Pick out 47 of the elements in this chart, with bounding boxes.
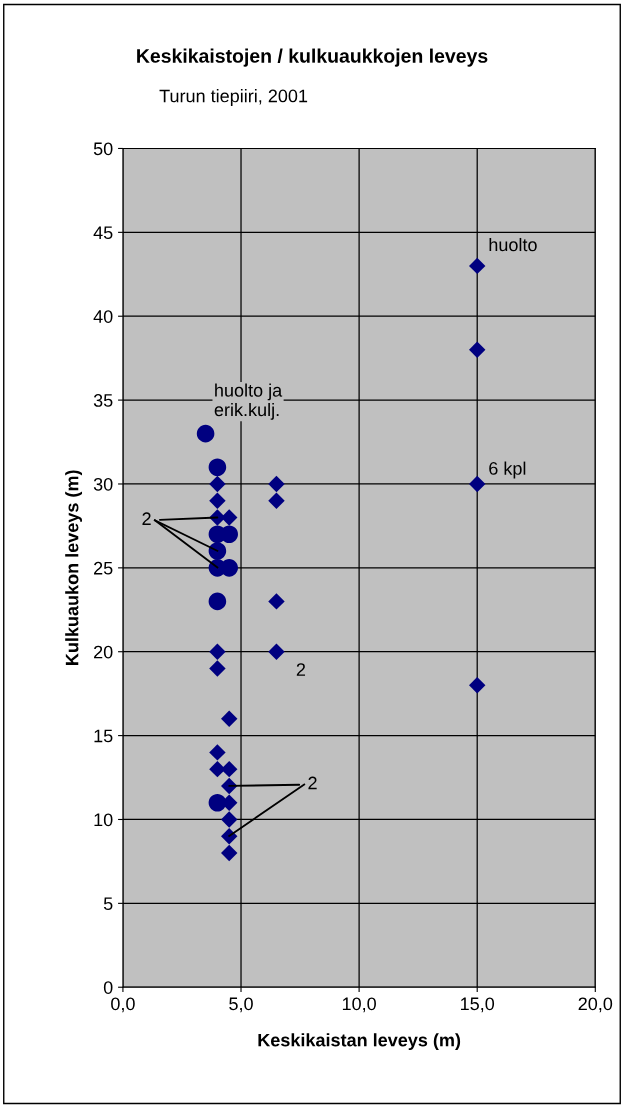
y-tick-label: 20: [94, 645, 113, 659]
point: [209, 492, 226, 509]
point: [468, 257, 486, 275]
point: [268, 492, 285, 509]
point: [220, 811, 238, 828]
point: [209, 660, 226, 677]
point: [268, 593, 285, 610]
point: [468, 341, 486, 358]
y-axis-title: Kulkuaukon leveys (m): [65, 470, 83, 665]
y-tick-label: 30: [93, 477, 113, 491]
annotation: huolto ja erik.kulj.: [214, 383, 283, 420]
x-tick-label: 15,0: [461, 997, 495, 1013]
x-tick-label: 5,0: [229, 997, 253, 1013]
annotation: 2: [308, 776, 317, 790]
point: [220, 844, 238, 862]
y-tick-label: 45: [93, 226, 113, 240]
x-tick-label: 0,0: [111, 997, 135, 1013]
y-tick-label: 10: [94, 813, 113, 827]
point: [268, 475, 285, 493]
point: [468, 677, 486, 694]
point: [209, 475, 226, 493]
annotation: 2: [142, 512, 151, 525]
point: [208, 458, 227, 476]
y-tick-label: 15: [94, 729, 113, 743]
chart-title: Keskikaistojen / kulkuaukkojen leveys: [137, 48, 488, 67]
point: [196, 424, 215, 443]
point: [220, 710, 238, 728]
y-tick-label: 40: [93, 310, 113, 323]
x-tick-label: 10,0: [342, 997, 376, 1013]
point: [208, 592, 227, 611]
annotation: 6 kpl: [489, 461, 526, 479]
point: [220, 828, 238, 845]
point: [268, 643, 285, 660]
point: [209, 643, 226, 660]
chart-subtitle: Turun tiepiiri, 2001: [159, 89, 308, 106]
y-tick-label: 35: [93, 394, 113, 407]
point: [208, 793, 227, 812]
y-tick-label: 25: [94, 561, 113, 575]
y-tick-label: 0: [103, 981, 113, 994]
point: [468, 475, 486, 493]
y-tick-label: 5: [103, 897, 113, 911]
annotation: huolto: [489, 237, 537, 252]
point: [209, 744, 226, 761]
x-axis-title: Keskikaistan leveys (m): [258, 1033, 461, 1051]
annotation: 2: [296, 663, 306, 676]
y-tick-label: 50: [93, 142, 113, 156]
x-tick-label: 20,0: [578, 997, 613, 1013]
